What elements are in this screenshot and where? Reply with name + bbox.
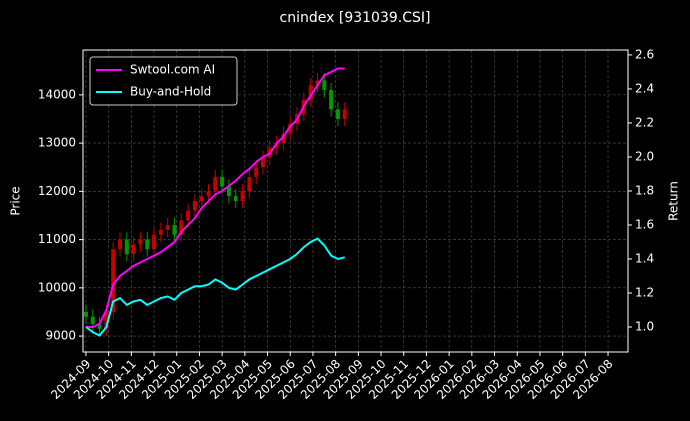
candle-body [315,80,320,86]
candle-body [179,220,184,235]
line-series [85,67,345,329]
y2-tick-label: 1.6 [635,217,654,231]
y-tick-label: 13000 [38,136,76,150]
candle-body [342,109,347,119]
y2-tick-label: 1.2 [635,285,654,299]
y2-tick-label: 2.2 [635,115,654,129]
candle-body [220,176,225,187]
y2-axis-label: Return [667,181,681,221]
legend-label: Buy-and-Hold [130,85,211,99]
candle-body [240,191,245,201]
candle-body [158,229,163,235]
y2-tick-label: 1.0 [635,320,654,334]
y2-tick-label: 2.0 [635,149,654,163]
y-tick-label: 9000 [45,329,76,343]
legend-label: Swtool.com AI [130,63,215,77]
candle-body [329,90,334,110]
candle-body [288,123,293,134]
candle-body [145,239,150,250]
candle-body [226,186,231,197]
y2-tick-label: 2.4 [635,81,654,95]
candle-body [172,225,177,235]
candle-body [199,196,204,201]
candle-body [247,176,252,192]
candle-body [138,239,143,245]
candle-body [192,201,197,211]
line-series [85,237,345,337]
candle-body [124,239,129,255]
candle-body [83,311,88,317]
candle-body [117,239,122,250]
y2-tick-label: 1.8 [635,183,654,197]
candle-body [233,196,238,201]
y2-tick-label: 2.6 [635,47,654,61]
candle-body [90,316,95,325]
candle-body [213,176,218,192]
candle-body [104,311,109,329]
y-tick-label: 12000 [38,184,76,198]
candle-body [308,85,313,100]
candle-body [131,244,136,255]
plot-frame [82,49,629,353]
candle-body [97,324,102,329]
candle-body [281,133,286,144]
y-tick-label: 14000 [38,87,76,101]
chart-title: cnindex [931039.CSI] [280,10,431,26]
candle-body [274,143,279,148]
candle-body [206,191,211,197]
candle-body [322,80,327,91]
candle-body [261,157,266,168]
candle-body [335,109,340,119]
candle-body [165,225,170,230]
candle-body [111,249,116,312]
candle-body [186,210,191,221]
y2-tick-label: 1.4 [635,251,654,265]
candle-body [254,167,259,177]
y-tick-label: 11000 [38,232,76,246]
candle-body [152,234,157,250]
y-tick-label: 10000 [38,280,76,294]
legend-box [89,56,238,106]
y-axis-label: Price [9,186,23,215]
